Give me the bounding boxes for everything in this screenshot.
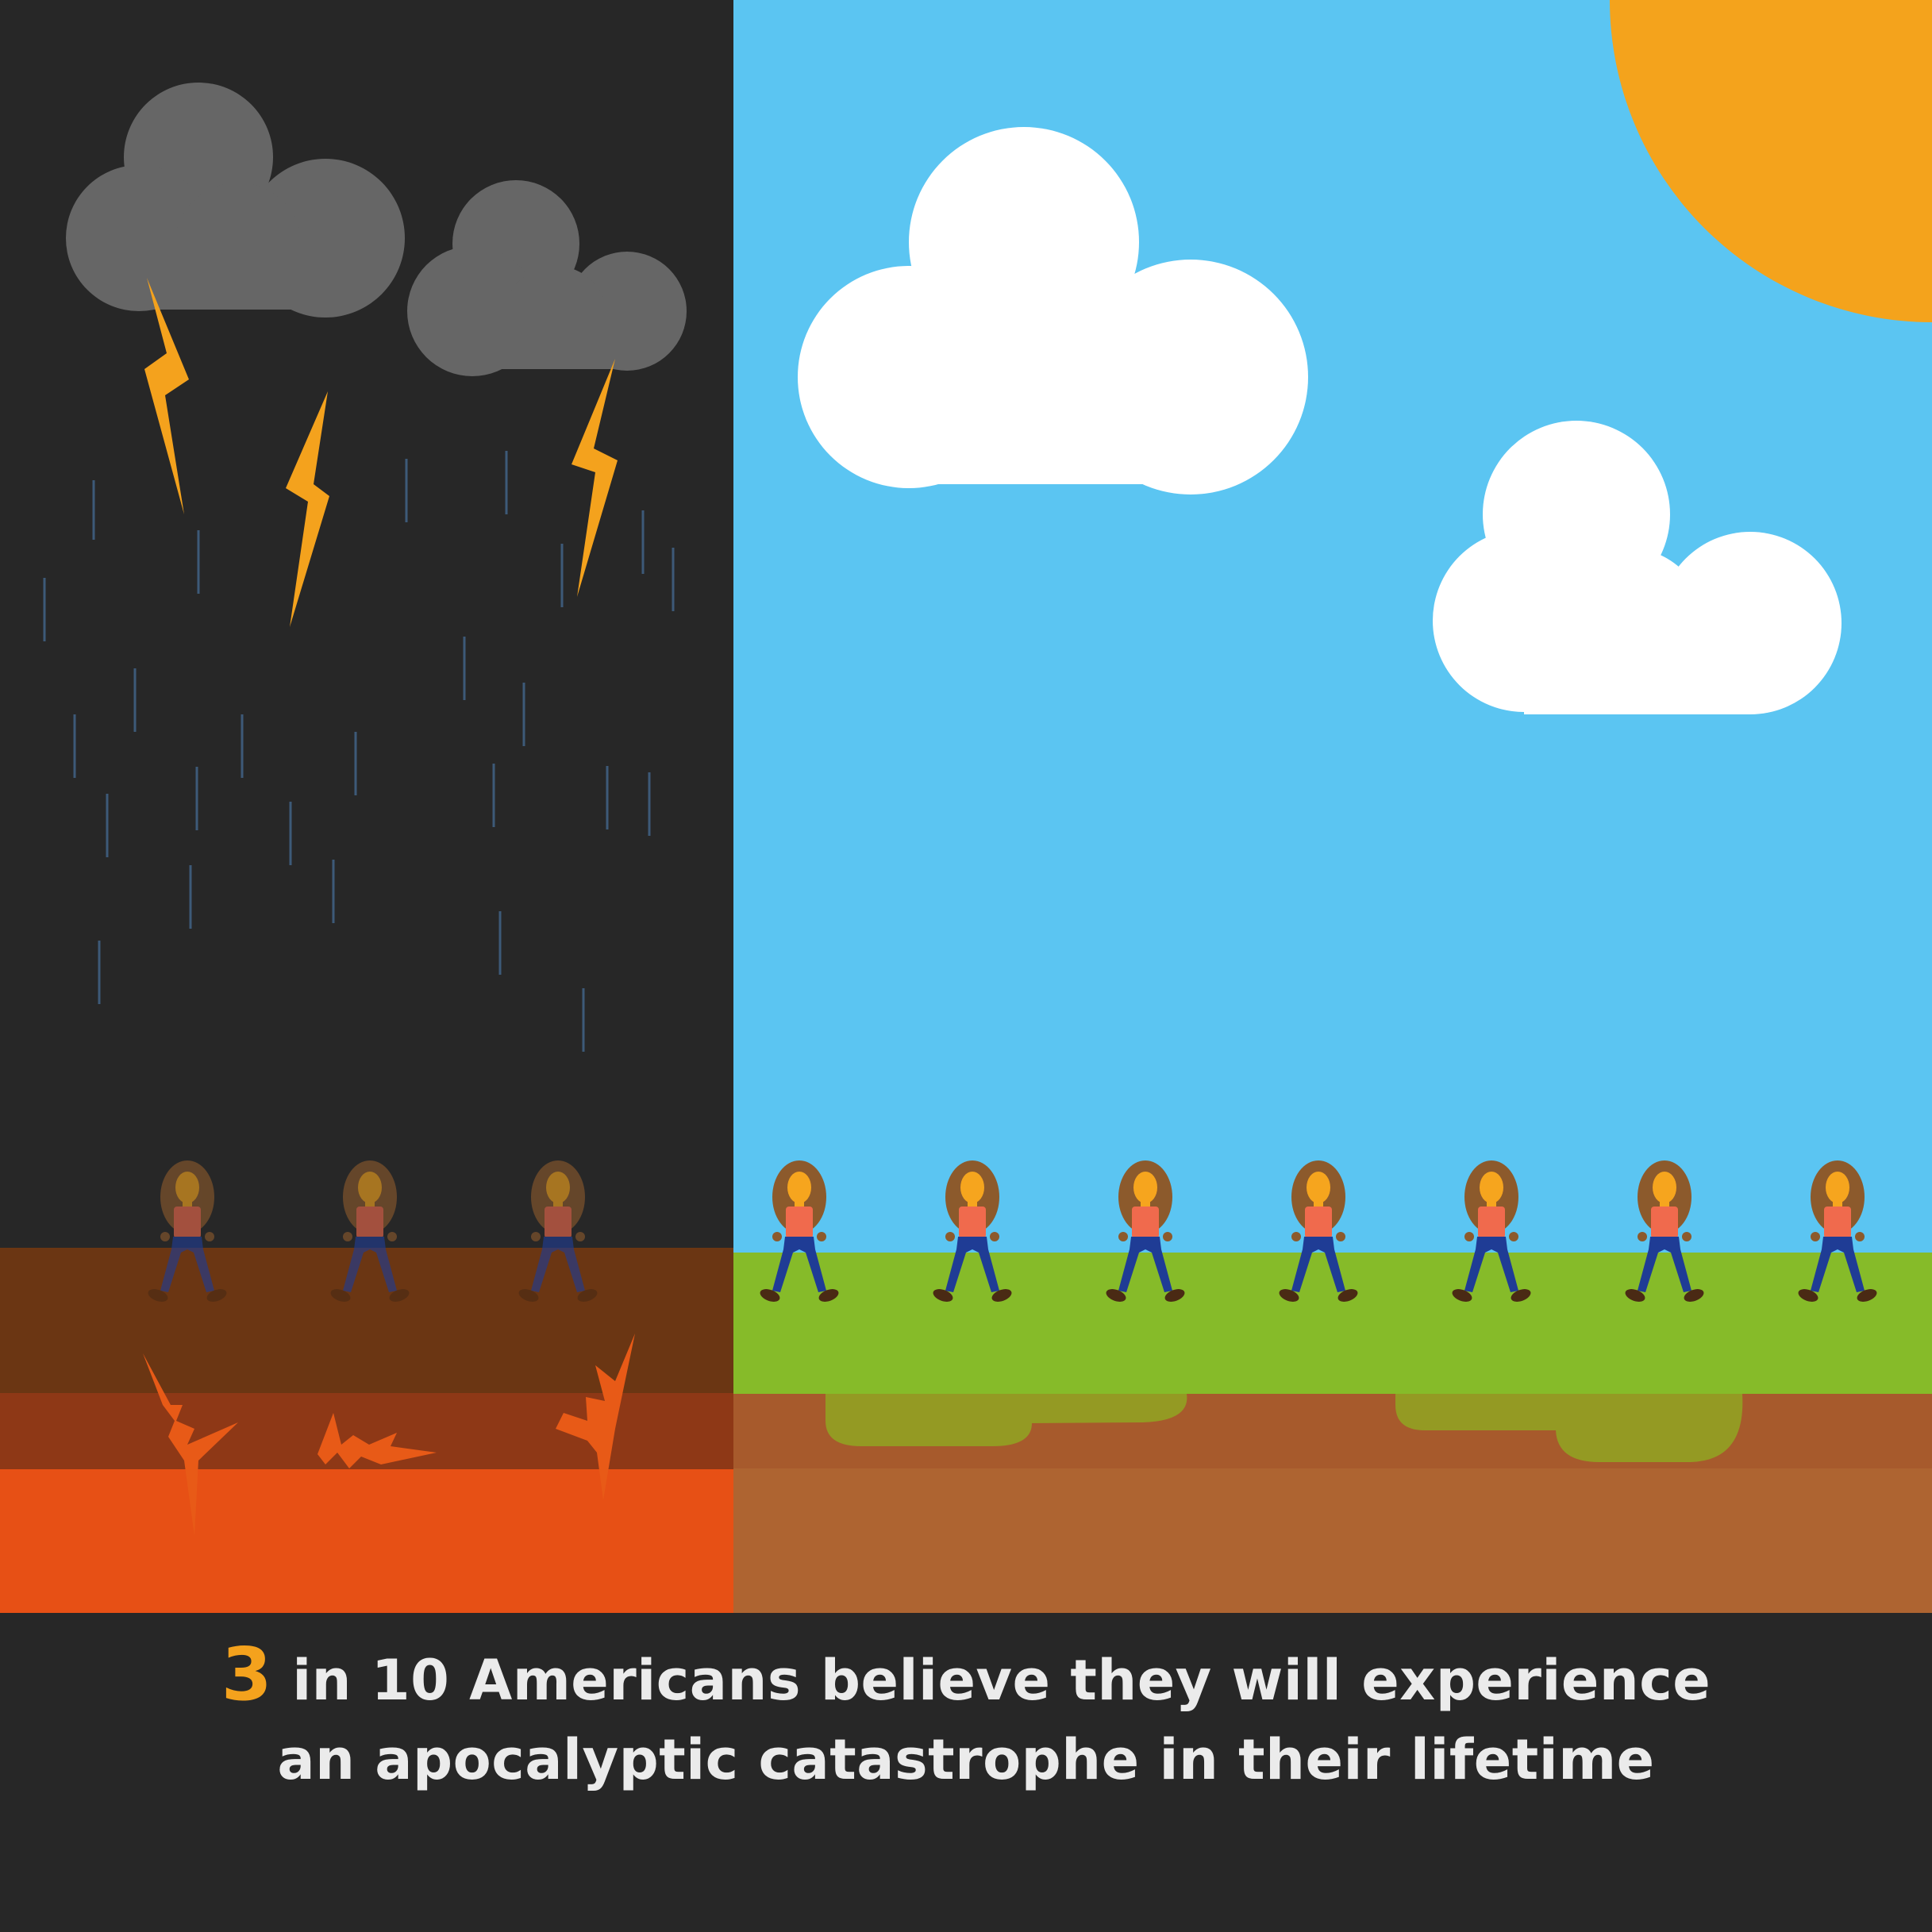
rain: [43, 451, 675, 1052]
lightning-bolt-icon: [144, 278, 189, 514]
sun-icon: [1610, 0, 1932, 322]
cracks: [143, 1334, 635, 1536]
storm-scene: [0, 0, 733, 1613]
burnt-ground: [0, 1248, 733, 1393]
caption-line-2: an apocalyptic catastrophe in their life…: [277, 1727, 1655, 1792]
lightning-bolt-icon: [286, 391, 329, 627]
lava: [0, 1469, 733, 1613]
storm-cloud-icon: [407, 180, 687, 376]
caption-line-1-text: in 10 Americans believe they will experi…: [292, 1648, 1711, 1713]
caption: 3 in 10 Americans believe they will expe…: [0, 1635, 1932, 1842]
stat-number: 3: [221, 1632, 273, 1717]
sunny-scene: [733, 0, 1932, 1613]
soil-bottom: [733, 1468, 1932, 1613]
caption-line-1: 3 in 10 Americans believe they will expe…: [0, 1635, 1932, 1720]
storm-cloud-icon: [66, 83, 405, 318]
grass-patch: [826, 1394, 1743, 1462]
cloud-icon: [798, 127, 1308, 495]
cloud-icon: [1433, 421, 1842, 714]
lightning-bolt-icon: [572, 359, 618, 597]
